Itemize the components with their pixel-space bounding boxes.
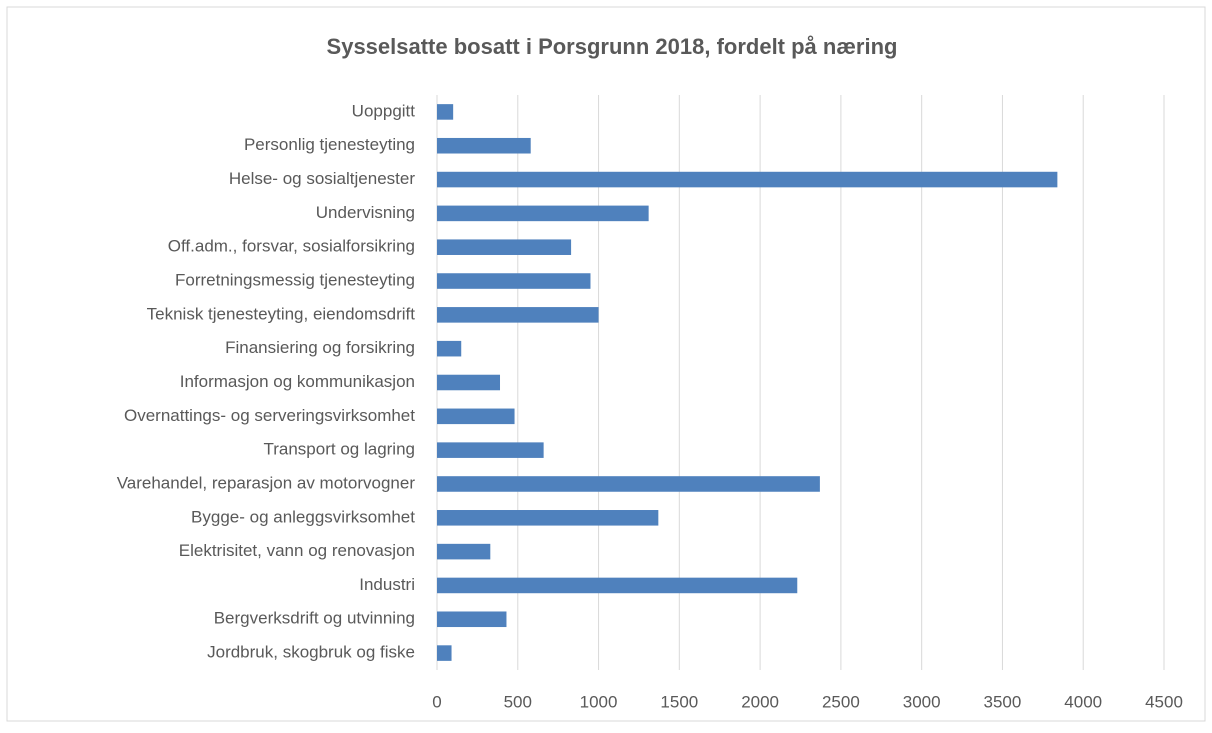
bar: [437, 137, 531, 154]
x-tick-label: 4500: [1145, 692, 1183, 711]
bar: [437, 171, 1058, 188]
bar: [437, 374, 501, 391]
y-tick-label: Off.adm., forsvar, sosialforsikring: [168, 237, 415, 256]
bar: [437, 205, 649, 222]
y-tick-label: Bergverksdrift og utvinning: [214, 609, 415, 628]
y-tick-label: Helse- og sosialtjenester: [229, 169, 415, 188]
y-tick-label: Forretningsmessig tjenesteyting: [175, 271, 415, 290]
y-tick-label: Undervisning: [316, 203, 415, 222]
y-tick-label: Bygge- og anleggsvirksomhet: [191, 507, 415, 526]
bar: [437, 577, 798, 594]
bar: [437, 340, 462, 357]
y-tick-label: Jordbruk, skogbruk og fiske: [207, 643, 415, 662]
y-tick-label: Varehandel, reparasjon av motorvogner: [117, 473, 416, 492]
y-tick-label: Informasjon og kommunikasjon: [180, 372, 415, 391]
x-tick-label: 2500: [822, 692, 860, 711]
y-tick-label: Industri: [359, 575, 415, 594]
x-tick-label: 1500: [660, 692, 698, 711]
x-tick-label: 3500: [984, 692, 1022, 711]
x-tick-label: 500: [504, 692, 532, 711]
x-tick-label: 2000: [741, 692, 779, 711]
x-tick-label: 0: [432, 692, 441, 711]
y-tick-label: Overnattings- og serveringsvirksomhet: [124, 406, 415, 425]
chart-title: Sysselsatte bosatt i Porsgrunn 2018, for…: [327, 34, 898, 59]
y-tick-label: Transport og lagring: [263, 440, 415, 459]
y-tick-label: Uoppgitt: [352, 101, 416, 120]
bar: [437, 408, 515, 425]
bar: [437, 239, 572, 255]
bar: [437, 442, 544, 458]
bar: [437, 104, 454, 120]
bar: [437, 307, 599, 323]
x-tick-label: 3000: [903, 692, 941, 711]
x-tick-label: 4000: [1064, 692, 1102, 711]
y-tick-label: Teknisk tjenesteyting, eiendomsdrift: [147, 304, 416, 323]
bar: [437, 273, 591, 289]
bar: [437, 543, 491, 560]
bar: [437, 611, 507, 628]
bar: [437, 510, 659, 526]
bar: [437, 476, 820, 492]
bar: [437, 645, 452, 661]
x-tick-label: 1000: [580, 692, 618, 711]
y-tick-label: Elektrisitet, vann og renovasjon: [179, 541, 415, 560]
y-tick-label: Finansiering og forsikring: [225, 338, 415, 357]
y-tick-label: Personlig tjenesteyting: [244, 135, 415, 154]
chart-border: [6, 6, 1206, 722]
